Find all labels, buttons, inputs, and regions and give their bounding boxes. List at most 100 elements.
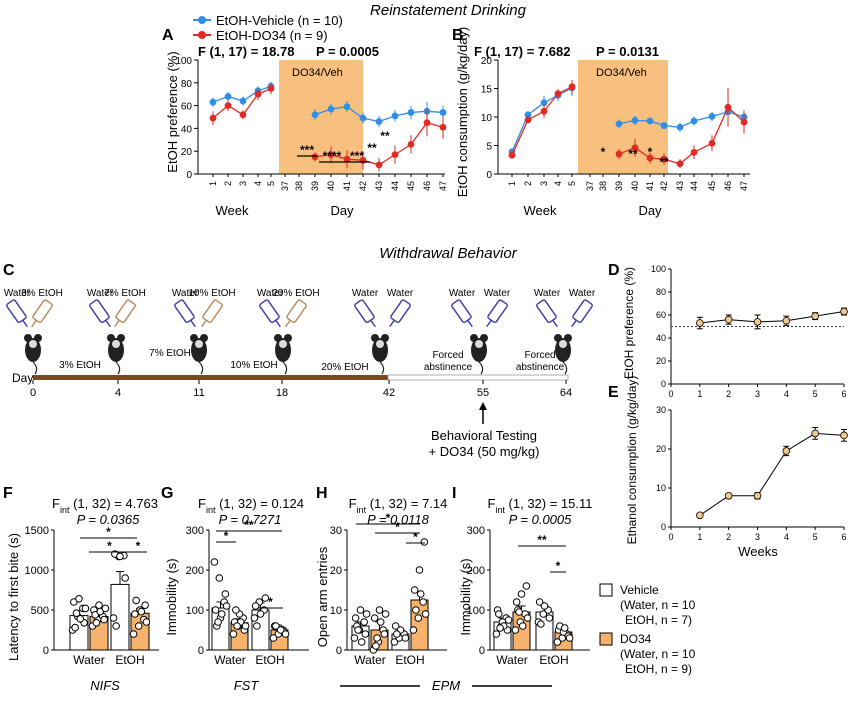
panelH-stat-rest: (1, 32) = 7.14 [366, 496, 447, 511]
panelA-sig-label: ** [380, 129, 390, 143]
panelH-data-point [362, 610, 371, 618]
panelB-ytick-label: 20 [481, 56, 493, 67]
panelI-data-point [522, 582, 531, 590]
panelH-data-point [351, 614, 360, 622]
panelA-point [224, 102, 232, 109]
panelH-data-point [401, 634, 410, 642]
panelG-bottom: FST [234, 678, 260, 693]
panelA-point [239, 111, 247, 119]
panelG-data-point [250, 614, 259, 622]
panelD-ylabel: EtOH preference (%) [622, 267, 636, 379]
panelA-point [439, 123, 447, 131]
panelF-data-point [92, 619, 101, 627]
bottle-body [115, 299, 136, 323]
panelH-data-point [373, 634, 381, 642]
mouse-ear [34, 334, 42, 342]
panelH-ylabel: Open arm entries [315, 546, 330, 647]
panelA-point [209, 114, 217, 122]
panelB-xtick-label: 37 [585, 181, 595, 191]
panelG-sig-label: * [224, 529, 229, 543]
panelF-stat-rest: (1, 32) = 4.763 [69, 496, 158, 511]
panelA-xtick-label: 5 [266, 181, 276, 186]
panelI-data-point [504, 616, 513, 624]
panelG-data-point [222, 602, 231, 610]
panelB-xtick-label: 2 [523, 181, 533, 186]
bottle-label: Water [87, 288, 114, 299]
panelF-stat-main: F [52, 496, 60, 511]
bottle-spout [190, 319, 196, 328]
panelB-point [708, 113, 716, 120]
panelE-ytick-label: 10 [656, 483, 666, 493]
timeline-day-label: 18 [276, 387, 288, 399]
panelI-data-point [495, 610, 503, 618]
bottle-body [451, 299, 472, 323]
panel-letter-i: I [452, 485, 456, 502]
panelB-point [540, 99, 548, 107]
bottle-body [572, 299, 593, 323]
mouse-ear [107, 334, 115, 342]
phase-label: 3% EtOH [59, 360, 101, 371]
panelA-xtick-label: 41 [342, 181, 352, 191]
panelG-sig-label: * [268, 595, 273, 609]
panelH-data-point [356, 606, 365, 614]
water-bottle-icon [571, 299, 593, 328]
panelG-ytick-label: 100 [186, 605, 204, 617]
mouse-icon [24, 334, 42, 375]
panelD-point [811, 312, 819, 320]
panelH-data-point [420, 538, 429, 546]
panelH-data-point [376, 618, 385, 626]
panelF-ylabel: Latency to first bite (s) [6, 533, 21, 661]
bottle-body [32, 299, 53, 323]
panelI-data-point [511, 626, 520, 634]
panelA-p: P = 0.0005 [316, 44, 379, 59]
panelA-sig-label: ** [367, 141, 377, 155]
panelA-sig-label: **** [323, 149, 342, 163]
panelH-p: P = 0.0118 [367, 512, 430, 527]
legend-vehicle-marker [198, 16, 206, 24]
mouse-ear [480, 334, 488, 342]
panelD-xtick-label: 3 [755, 389, 760, 399]
panelA-ytick-label: 100 [175, 56, 192, 67]
panelF-stat: Fint (1, 32) = 4.763 [52, 496, 158, 515]
panelG-data-point [253, 622, 261, 630]
legend-do34-l2: EtOH, n = 9) [625, 662, 692, 676]
panelF-data-point [72, 609, 81, 618]
bottle-spout [275, 319, 281, 328]
mouse-icon [190, 334, 208, 375]
panel-letter-e: E [608, 384, 619, 401]
panelB-point [708, 139, 716, 147]
panelI-data-point [565, 634, 574, 642]
panelH-ytick-label: 0 [336, 645, 342, 657]
mouse-tail [32, 361, 38, 375]
panel-h-chart: 0 10 20 30 Water EtOH * * * [330, 511, 447, 667]
panelG-stat-main: F [198, 496, 206, 511]
panelH-bottom: EPM [432, 678, 460, 693]
panelG-ytick-label: 200 [186, 565, 204, 577]
bottle-label: 7% EtOH [104, 288, 146, 299]
mouse-face [29, 340, 37, 348]
panelG-data-point [276, 626, 285, 634]
bottle-label: Water [387, 288, 414, 299]
panelB-ytick-label: 15 [481, 85, 493, 96]
mouse-ear [470, 334, 478, 342]
panelB-xtick-label: 4 [553, 181, 563, 186]
panelI-data-point [515, 608, 523, 616]
panelI-data-point [523, 614, 532, 622]
panelI-ytick-label: 300 [467, 525, 485, 537]
panelB-xlabel-week: Week [524, 203, 557, 218]
panelE-series-line [699, 432, 845, 516]
bottle-spout [22, 319, 28, 328]
mouse-face [559, 340, 567, 348]
mouse-face [279, 340, 287, 348]
panelF-data-point [121, 574, 129, 582]
panelB-series-line [511, 87, 573, 153]
water-bottle-icon [536, 299, 558, 328]
bottle-label: 20% EtOH [272, 288, 319, 299]
legend-vehicle-l2: EtOH, n = 7) [625, 613, 692, 627]
panelH-data-point [410, 586, 419, 594]
panelH-ytick-label: 30 [330, 525, 342, 537]
panelB-ylabel-1: EtOH consumption (g/kg/day) [455, 27, 470, 198]
panelB-ylabel-text: EtOH consumption (g/kg/day) [455, 27, 470, 198]
